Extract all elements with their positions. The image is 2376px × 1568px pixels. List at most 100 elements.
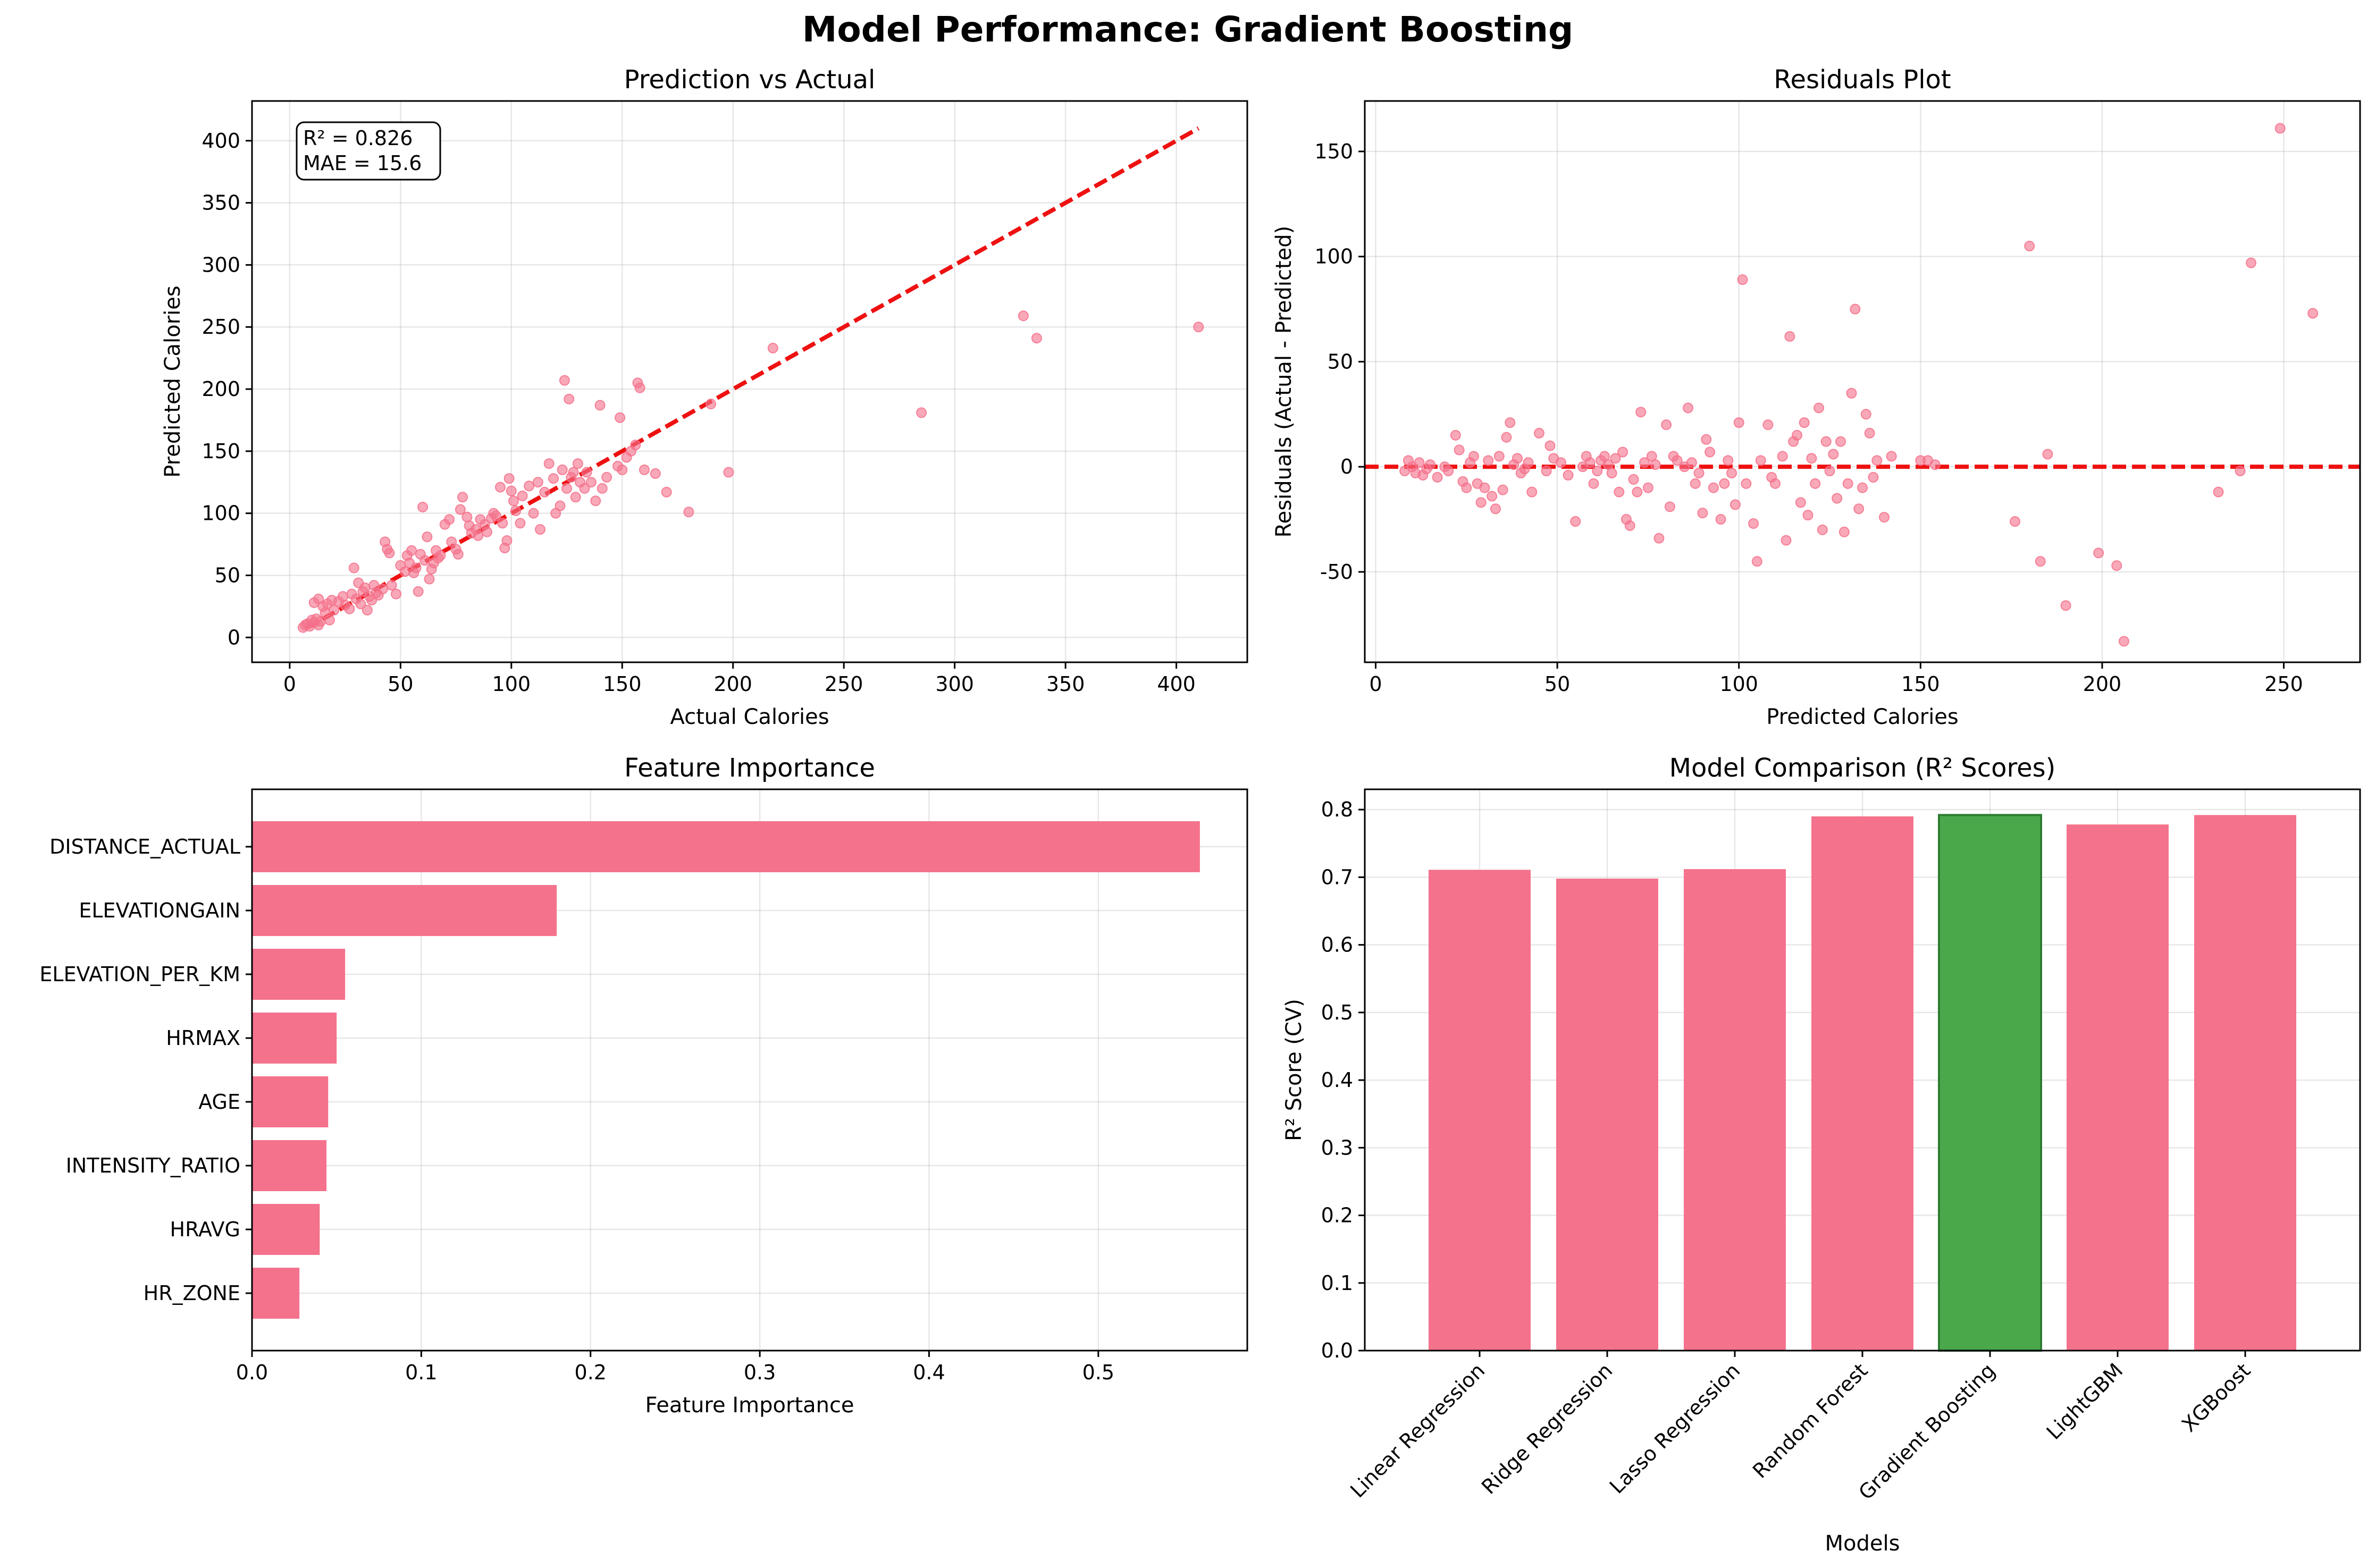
p3-xlabel: Feature Importance bbox=[645, 1393, 854, 1418]
p4-bar-linear-regression bbox=[1429, 870, 1531, 1351]
p1-ytick-label: 150 bbox=[202, 440, 240, 463]
p4-ytick-label: 0.8 bbox=[1321, 798, 1353, 821]
p2-point bbox=[1705, 446, 1716, 458]
p1-xtick-label: 250 bbox=[825, 672, 863, 696]
p2-title: Residuals Plot bbox=[1774, 65, 1951, 95]
p2-point bbox=[1606, 468, 1617, 479]
p1-ytick-label: 50 bbox=[215, 563, 240, 587]
p1-point bbox=[406, 545, 417, 556]
p4-bar-lasso-regression bbox=[1684, 869, 1786, 1351]
p1-point bbox=[359, 582, 371, 593]
p2-point bbox=[1588, 478, 1599, 489]
p1-point bbox=[561, 483, 573, 494]
p2-point bbox=[1741, 478, 1752, 489]
p1-point bbox=[572, 458, 583, 469]
p2-point bbox=[1490, 503, 1501, 515]
p4-bar-gradient-boosting bbox=[1938, 814, 2042, 1352]
p3-bars bbox=[252, 821, 1200, 1319]
p1-point bbox=[503, 473, 515, 484]
p2-point bbox=[1723, 455, 1734, 466]
p1-point bbox=[386, 580, 397, 591]
p2-point bbox=[1929, 459, 1941, 470]
p1-xtick-label: 150 bbox=[603, 672, 642, 696]
p1-point bbox=[916, 407, 927, 418]
p1-xtick-label: 300 bbox=[935, 672, 974, 696]
p1-ylabel: Predicted Calories bbox=[161, 285, 185, 478]
p2-point bbox=[2307, 308, 2319, 319]
p2-point bbox=[1715, 514, 1726, 525]
p2-ytick-label: -50 bbox=[1320, 560, 1353, 584]
p1-point bbox=[1018, 310, 1029, 322]
p1-point bbox=[617, 464, 628, 475]
p3-category-label: HRAVG bbox=[170, 1218, 240, 1241]
p1-point bbox=[579, 483, 590, 494]
p2-point bbox=[1857, 482, 1868, 493]
p1-point bbox=[706, 399, 717, 410]
p2-point bbox=[1784, 331, 1795, 342]
p1-point bbox=[767, 342, 778, 353]
p4-ylabel: R² Score (CV) bbox=[1282, 999, 1306, 1141]
p3-xtick-label: 0.5 bbox=[1082, 1361, 1114, 1384]
p1-point bbox=[539, 486, 550, 498]
p1-point bbox=[630, 440, 641, 451]
p2-point bbox=[1690, 478, 1701, 489]
p1-point bbox=[348, 562, 359, 574]
p3-xtick-label: 0.0 bbox=[236, 1361, 268, 1384]
p2-point bbox=[2213, 486, 2224, 498]
p3-xtick-label: 0.3 bbox=[744, 1361, 776, 1384]
p2-point bbox=[2118, 636, 2129, 647]
p1-annotation-mae: MAE = 15.6 bbox=[303, 151, 422, 175]
p1-point bbox=[384, 547, 395, 559]
p2-point bbox=[1729, 499, 1741, 510]
p1-point bbox=[399, 566, 410, 577]
p2-point bbox=[1461, 482, 1472, 493]
p2-point bbox=[1726, 468, 1737, 479]
p2-point bbox=[1505, 417, 1516, 428]
p2-point bbox=[1501, 432, 1512, 443]
p2-ylabel: Residuals (Actual - Predicted) bbox=[1272, 226, 1296, 538]
p4-title: Model Comparison (R² Scores) bbox=[1669, 753, 2056, 783]
p2-point bbox=[2060, 600, 2071, 611]
p1-annotation-frame bbox=[296, 121, 441, 181]
p1-point bbox=[650, 468, 661, 479]
p2-point bbox=[1479, 482, 1490, 493]
p1-point bbox=[452, 549, 464, 560]
panel-residuals: 0 50 100 150 200 250 -50 0 50 100 150 Residuals Pl… bbox=[1272, 65, 2361, 729]
p1-point bbox=[362, 604, 373, 616]
p1-point bbox=[413, 586, 424, 597]
p4-ytick-label: 0.1 bbox=[1321, 1271, 1353, 1295]
p2-point bbox=[1751, 556, 1762, 567]
p2-point bbox=[1584, 457, 1596, 468]
p2-point bbox=[1846, 387, 1857, 399]
p2-xlabel: Predicted Calories bbox=[1766, 705, 1959, 729]
p3-bar-elevation-per-km bbox=[252, 949, 346, 1000]
p1-point bbox=[683, 507, 694, 518]
p2-point bbox=[1432, 471, 1443, 483]
p2-point bbox=[1860, 409, 1871, 420]
p2-ytick-label: 50 bbox=[1328, 350, 1353, 373]
p1-point bbox=[557, 464, 568, 475]
p2-point bbox=[1871, 455, 1883, 466]
p4-ytick-label: 0.5 bbox=[1321, 1001, 1353, 1024]
p2-point bbox=[1533, 427, 1544, 439]
p2-point bbox=[1693, 468, 1705, 479]
p1-point bbox=[634, 382, 645, 393]
p2-point bbox=[1454, 444, 1465, 456]
p2-point bbox=[1697, 508, 1708, 519]
p1-point bbox=[535, 524, 546, 535]
p2-point bbox=[1628, 474, 1639, 485]
p1-point bbox=[723, 467, 734, 478]
p2-point bbox=[1708, 482, 1719, 493]
p1-xtick-label: 100 bbox=[492, 672, 531, 696]
p1-point bbox=[473, 530, 484, 541]
p1-point bbox=[506, 485, 517, 496]
p1-point bbox=[585, 477, 597, 488]
p2-point bbox=[1810, 478, 1821, 489]
p1-annotation-r2: R² = 0.826 bbox=[303, 127, 413, 150]
p2-point bbox=[2035, 556, 2046, 567]
p3-category-label: ELEVATION_PER_KM bbox=[39, 963, 240, 986]
p2-point bbox=[1748, 518, 1759, 529]
p2-point bbox=[1475, 497, 1487, 508]
p1-point bbox=[501, 535, 513, 546]
p2-point bbox=[2246, 257, 2257, 268]
